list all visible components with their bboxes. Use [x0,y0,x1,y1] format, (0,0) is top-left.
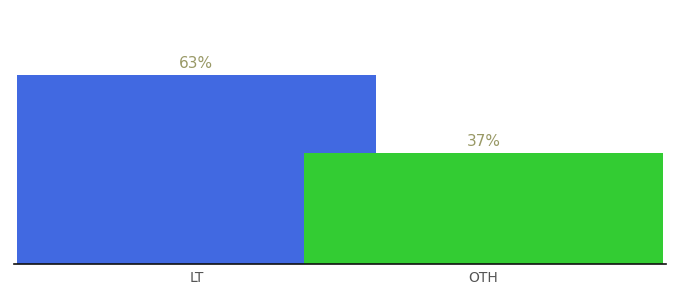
Bar [304,153,663,264]
Text: 37%: 37% [466,134,500,149]
Bar [17,75,376,264]
Text: 63%: 63% [180,56,214,71]
